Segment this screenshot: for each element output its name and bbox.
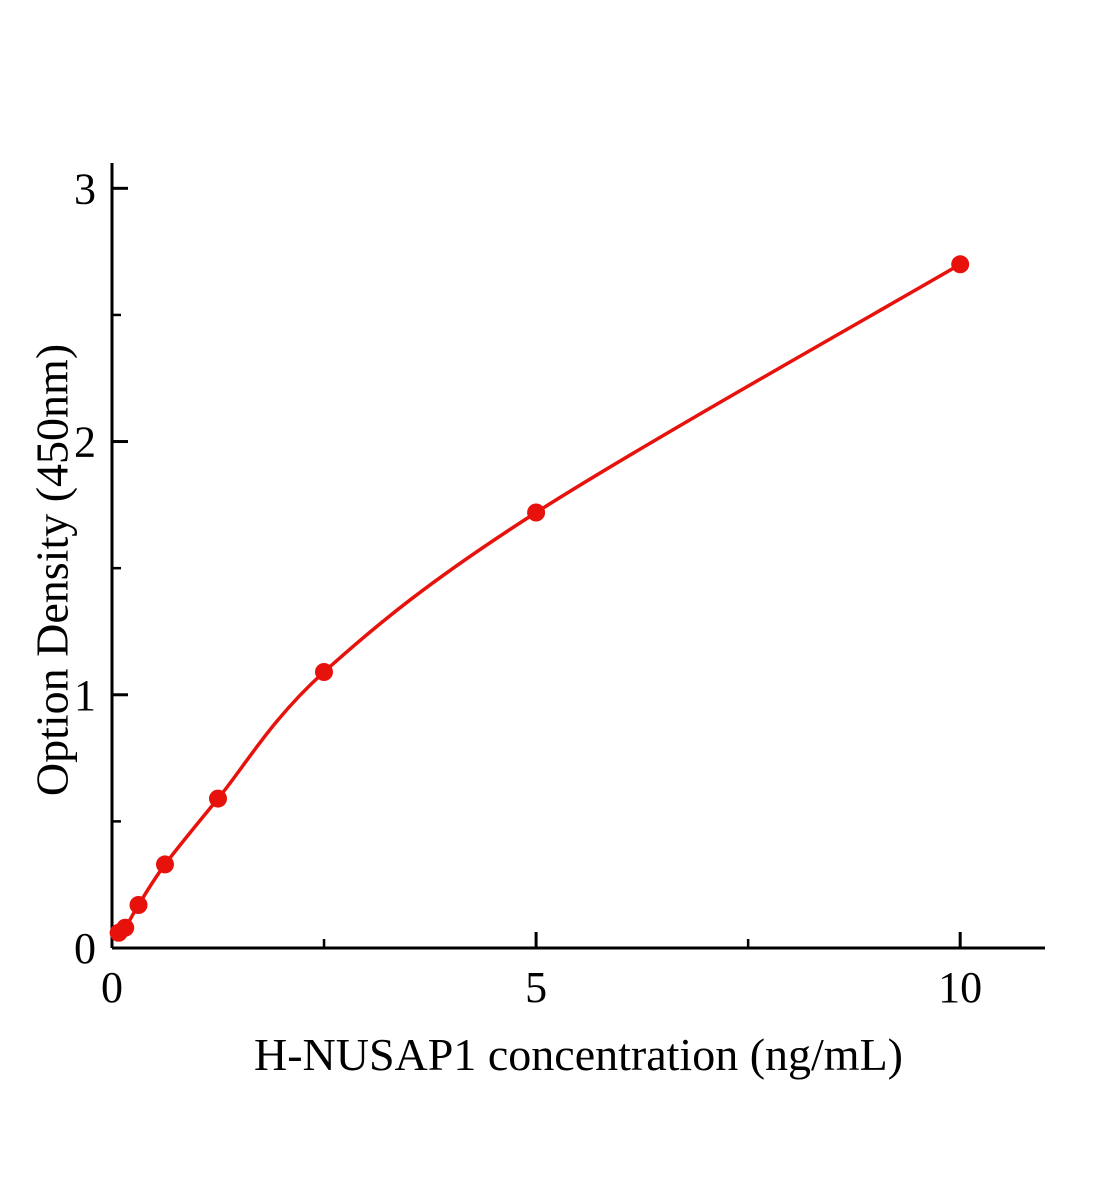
fit-curve xyxy=(116,262,962,935)
y-tick-label: 2 xyxy=(74,418,96,467)
data-point xyxy=(209,789,227,808)
data-point xyxy=(116,918,135,937)
y-tick-label: 1 xyxy=(74,671,96,720)
x-tick-label: 10 xyxy=(938,963,982,1012)
data-point xyxy=(315,663,333,681)
data-point xyxy=(129,896,148,914)
data-point xyxy=(951,255,970,274)
data-point xyxy=(527,503,546,522)
x-tick-label: 0 xyxy=(101,963,123,1012)
y-tick-label: 0 xyxy=(74,924,96,973)
data-point xyxy=(156,855,174,874)
x-tick-label: 5 xyxy=(525,963,547,1012)
y-axis-title: Option Density (450nm) xyxy=(26,343,78,797)
x-axis-title: H-NUSAP1 concentration (ng/mL) xyxy=(254,1029,903,1080)
y-tick-label: 3 xyxy=(74,164,96,213)
